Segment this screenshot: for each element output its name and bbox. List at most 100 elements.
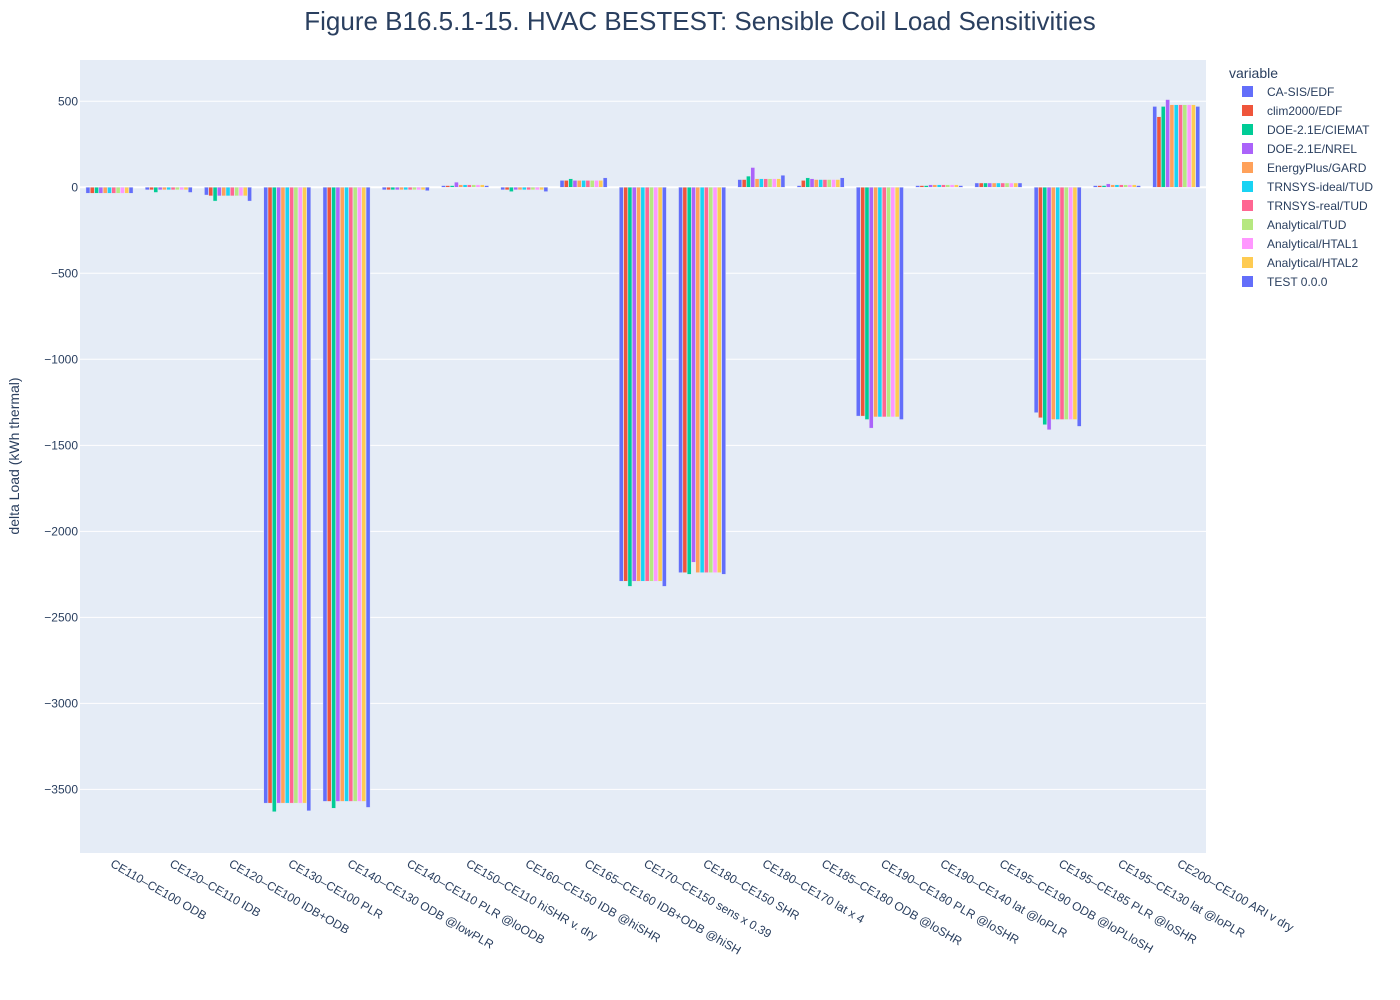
legend-label: clim2000/EDF xyxy=(1267,104,1342,118)
bar xyxy=(801,180,806,188)
bar xyxy=(153,187,159,193)
bar xyxy=(175,187,180,191)
bar xyxy=(539,187,544,191)
bar xyxy=(149,187,154,191)
bar xyxy=(230,187,235,197)
bar xyxy=(640,187,646,582)
bar xyxy=(85,187,91,194)
bar xyxy=(978,182,984,188)
bar xyxy=(746,175,751,188)
bar xyxy=(399,187,404,191)
bar xyxy=(1119,184,1124,188)
bar xyxy=(394,187,400,191)
bar xyxy=(1042,187,1047,425)
bar xyxy=(98,187,104,194)
bar xyxy=(991,182,997,188)
bar xyxy=(1093,185,1098,188)
bar xyxy=(877,187,883,418)
bar xyxy=(1123,184,1128,188)
bar xyxy=(208,187,213,197)
bar xyxy=(653,187,658,582)
bar xyxy=(577,180,582,188)
bar xyxy=(1004,182,1010,188)
bar xyxy=(280,187,286,804)
bar xyxy=(170,187,176,191)
y-tick-label: −3000 xyxy=(44,696,78,710)
bar xyxy=(741,179,747,188)
bar xyxy=(1169,104,1175,188)
bar xyxy=(809,178,815,188)
legend-swatch xyxy=(1242,276,1253,287)
bar xyxy=(1174,104,1179,188)
bar xyxy=(831,179,836,188)
bar xyxy=(1077,187,1082,427)
bar xyxy=(864,187,870,420)
bar xyxy=(564,180,569,188)
bar xyxy=(1178,104,1183,188)
bar xyxy=(1038,187,1043,418)
bar xyxy=(500,187,505,191)
bar xyxy=(581,180,586,188)
bar xyxy=(949,184,955,188)
bar xyxy=(188,187,193,193)
bar xyxy=(335,187,341,802)
bar xyxy=(238,187,244,197)
bar xyxy=(247,187,252,202)
bar xyxy=(941,184,946,188)
legend-label: Analytical/HTAL1 xyxy=(1267,237,1358,251)
bar xyxy=(695,187,701,573)
bar xyxy=(1072,187,1078,420)
bar xyxy=(860,187,865,417)
bar xyxy=(517,187,523,191)
bar xyxy=(352,187,358,802)
bar xyxy=(1101,185,1107,188)
legend-label: Analytical/TUD xyxy=(1267,218,1347,232)
bar xyxy=(526,187,531,191)
bar xyxy=(509,187,514,192)
legend-swatch xyxy=(1242,181,1253,192)
bar xyxy=(1046,187,1052,431)
bar xyxy=(522,187,527,191)
legend: variable CA-SIS/EDF clim2000/EDF DOE-2.1E/… xyxy=(1229,65,1373,289)
legend-title: variable xyxy=(1229,65,1278,81)
bar xyxy=(513,187,518,191)
chart-title: Figure B16.5.1-15. HVAC BESTEST: Sensibl… xyxy=(304,6,1095,36)
bar xyxy=(602,177,608,188)
y-tick-label: −1000 xyxy=(44,352,78,366)
bar xyxy=(594,180,599,188)
legend-label: Analytical/HTAL2 xyxy=(1267,256,1358,270)
bar xyxy=(1059,187,1065,420)
bar xyxy=(763,178,768,188)
bar xyxy=(179,187,184,191)
bar xyxy=(869,187,874,429)
bar xyxy=(416,187,421,191)
bar xyxy=(717,187,722,573)
bar xyxy=(157,187,163,191)
legend-swatch xyxy=(1242,86,1253,97)
bar xyxy=(467,184,472,188)
bar xyxy=(1055,187,1060,420)
bar xyxy=(221,187,226,197)
bar xyxy=(822,179,828,188)
bar xyxy=(420,187,426,191)
bar xyxy=(835,179,841,188)
bar xyxy=(293,187,299,804)
bar xyxy=(407,187,413,191)
bar xyxy=(462,184,468,188)
bar xyxy=(632,187,637,582)
bar xyxy=(767,178,773,188)
bar xyxy=(657,187,663,582)
bar xyxy=(530,187,536,191)
bar xyxy=(289,187,294,804)
bar xyxy=(721,187,726,575)
bar xyxy=(772,178,777,188)
bar xyxy=(390,187,396,191)
legend-label: TEST 0.0.0 xyxy=(1267,275,1328,289)
bar xyxy=(107,187,112,194)
bar xyxy=(1161,106,1166,188)
bar xyxy=(357,187,362,802)
bar xyxy=(475,184,481,188)
bar xyxy=(750,167,755,188)
bar xyxy=(90,187,95,194)
